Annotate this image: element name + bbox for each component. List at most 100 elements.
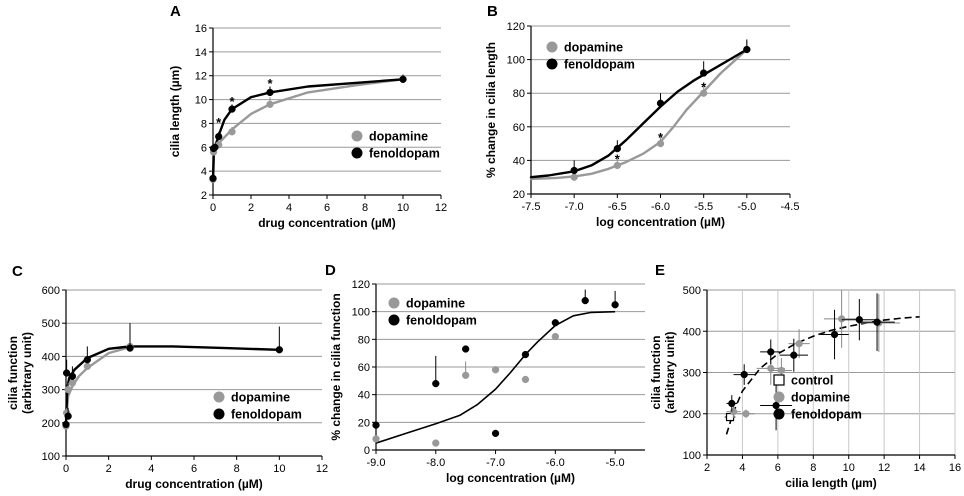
legend-label-control: control [791,374,833,388]
y-tick-label: 100 [683,450,701,462]
point-dopamine [700,89,708,97]
y-tick-label: 200 [42,418,60,430]
legend-marker-dopamine [546,41,558,53]
y-tick-label: 12 [195,71,207,83]
x-tick-label: 8 [810,462,816,474]
x-axis-label: log concentration (µM) [596,215,725,229]
point-dopamine [521,375,530,384]
point-fenoldopam [700,69,708,77]
x-tick-label: 8 [362,202,368,214]
x-tick-label: 8 [234,463,240,475]
point-fenoldopam [491,429,500,438]
y-axis-label: cilia function (arbitrary unit) [6,332,34,414]
x-tick-label: -7.5 [522,201,541,213]
legend: dopamine fenoldopam [388,297,477,328]
point-fenoldopam [772,401,780,410]
point-fenoldopam [275,346,283,354]
point-dopamine [432,439,440,447]
point-fenoldopam [613,144,621,153]
point-fenoldopam [521,350,530,359]
x-tick-label: -7.0 [565,201,584,213]
y-axis-label-line: (arbitrary unit) [663,331,677,413]
y-tick-label: 120 [352,279,370,291]
significance-star: * [615,152,621,167]
point-dopamine [64,385,72,394]
panel-b: B 20 40 60 80 100 120 -7.5 -7.0 -6.5 -6.0 -5.5 -5.0 -… [484,3,799,229]
y-tick-label: 20 [513,189,525,201]
legend-label-fenoldopam: fenoldopam [369,147,440,161]
point-fenoldopam [209,174,217,182]
panel-e: E 100 200 300 400 500 2 4 6 8 10 12 14 16 cilia length… [649,262,961,490]
x-tick-label: -5.0 [737,201,756,213]
x-tick-label: -8.0 [426,457,445,469]
panel-letter: B [487,3,498,20]
y-axis-label: cilia function (arbitrary unit) [649,331,677,413]
y-tick-label: 100 [507,55,525,67]
significance-star: * [229,94,235,109]
significance-star: * [658,130,664,145]
y-axis-label-line: cilia function [6,336,20,410]
point-fenoldopam [266,88,274,97]
point-dopamine [656,139,665,148]
y-tick-label: 20 [358,417,370,429]
x-tick-label: -5.5 [694,201,713,213]
y-tick-label: 600 [42,285,60,297]
x-tick-label: 2 [704,462,710,474]
point-fenoldopam [432,379,440,388]
point-fenoldopam [830,330,839,339]
point-dopamine [68,379,77,387]
y-axis-label: % change in cilia function [329,293,343,440]
point-fenoldopam [64,412,72,420]
point-fenoldopam [743,45,751,54]
point-dopamine [372,435,380,443]
x-tick-label: 12 [316,463,328,475]
legend-label-dopamine: dopamine [564,41,623,55]
point-fenoldopam [581,296,589,305]
point-fenoldopam [62,369,71,377]
x-tick-label: 4 [739,462,745,474]
x-tick-label: 2 [248,202,254,214]
y-tick-label: 4 [201,166,207,178]
legend-marker-fenoldopam [546,58,558,70]
y-axis-label-line: % change in cilia length [484,42,498,178]
point-dopamine [837,315,846,323]
point-fenoldopam [570,166,578,175]
legend-label-fenoldopam: fenoldopam [564,58,635,72]
legend-marker-fenoldopam [388,314,400,326]
point-fenoldopam [372,421,380,429]
x-tick-label: 12 [878,462,890,474]
legend: dopamine fenoldopam [213,391,302,422]
legend-label-fenoldopam: fenoldopam [791,408,862,422]
point-dopamine [777,366,786,375]
point-fenoldopam [873,318,881,326]
y-tick-label: 400 [42,351,60,363]
significance-star: * [701,79,707,94]
y-tick-label: 80 [358,334,370,346]
point-dopamine [462,371,470,379]
point-fenoldopam [740,370,748,379]
x-tick-label: 2 [106,463,112,475]
panel-d: D 0 20 40 60 80 100 120 -9.0 -8.0 -7.0 -6.0 -5.0 log … [325,262,645,485]
x-tick-label: -6.0 [651,201,670,213]
y-axis-label-line: (arbitrary unit) [20,332,34,414]
x-tick-label: -6.5 [608,201,627,213]
x-tick-label: -4.5 [781,201,800,213]
x-tick-label: 6 [324,202,330,214]
x-axis-label: log concentration (µM) [446,471,575,485]
y-axis-label: % change in cilia length [484,42,498,178]
legend: dopamine fenoldopam [351,130,440,161]
point-dopamine [83,362,91,371]
point-dopamine [795,339,803,348]
y-tick-label: 60 [358,362,370,374]
legend: control dopamine fenoldopam [773,374,862,422]
x-tick-label: 12 [435,202,447,214]
y-tick-label: 40 [513,155,525,167]
point-fenoldopam [551,319,559,327]
point-dopamine [729,408,738,416]
point-fenoldopam [855,316,863,324]
significance-star: * [267,76,273,91]
legend-marker-fenoldopam [213,408,225,420]
point-dopamine [266,100,274,108]
